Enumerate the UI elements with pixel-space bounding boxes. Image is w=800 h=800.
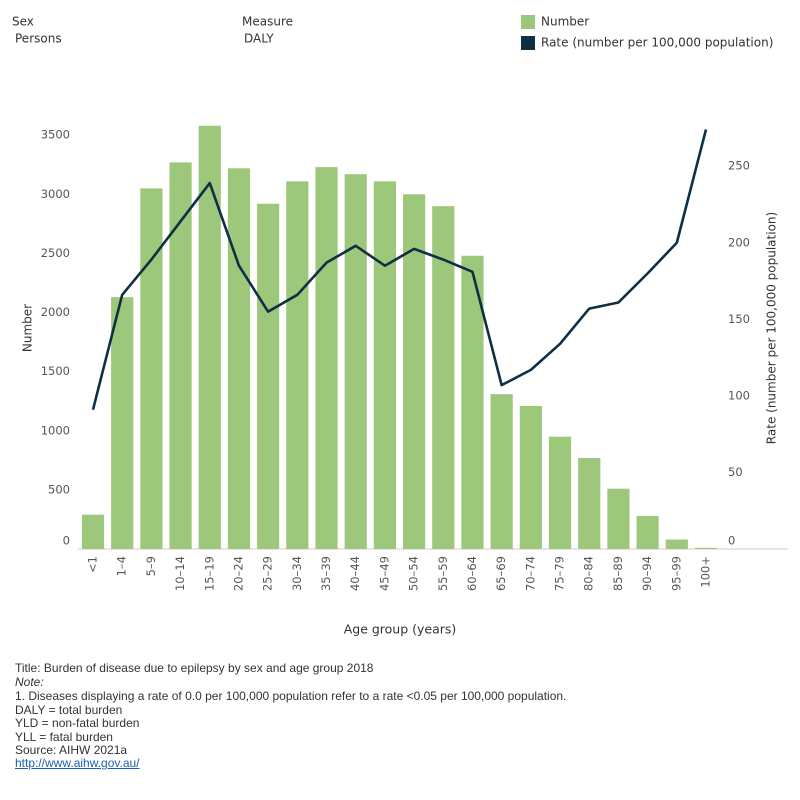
bar — [140, 188, 163, 549]
bar — [694, 547, 718, 549]
y-tick-label: 3000 — [41, 187, 70, 201]
filter-value[interactable]: Persons — [15, 32, 62, 46]
filter-value[interactable]: DALY — [244, 32, 274, 46]
x-tick-label: 20–24 — [231, 556, 245, 591]
bar — [607, 488, 630, 549]
y-tick-label: 1000 — [41, 423, 70, 437]
y-tick-label: 0 — [63, 534, 70, 548]
y2-tick-label: 200 — [728, 235, 750, 249]
x-tick-label: 45–49 — [377, 556, 391, 591]
bar — [169, 162, 192, 550]
x-tick-label: 1–4 — [115, 556, 129, 576]
filter-label: Sex — [12, 15, 34, 29]
x-tick-label: 50–54 — [407, 556, 421, 591]
legend-label: Number — [541, 15, 589, 29]
y2-tick-label: 0 — [728, 534, 735, 548]
y-axis-title: Number — [21, 304, 35, 352]
y-tick-label: 2500 — [41, 246, 70, 260]
note-heading: Note: — [15, 675, 44, 689]
bar — [198, 125, 221, 549]
y2-tick-label: 100 — [728, 388, 750, 402]
legend-swatch — [521, 15, 535, 29]
y2-tick-label: 250 — [728, 159, 750, 173]
footer-line: YLD = non-fatal burden — [15, 716, 140, 730]
y-tick-label: 2000 — [41, 305, 70, 319]
footer-line: YLL = fatal burden — [15, 729, 113, 744]
x-tick-label: 15–19 — [202, 556, 216, 591]
bar — [490, 394, 513, 549]
y2-axis-title: Rate (number per 100,000 population) — [765, 212, 779, 444]
y2-tick-label: 150 — [728, 312, 750, 326]
legend-label: Rate (number per 100,000 population) — [541, 36, 773, 50]
bar — [548, 436, 572, 549]
x-tick-label: 75–79 — [553, 556, 567, 591]
bar — [432, 206, 455, 550]
rate-line — [91, 129, 708, 410]
bar — [519, 405, 542, 549]
footer-title: Title: Burden of disease due to epilepsy… — [15, 661, 374, 675]
bar — [227, 168, 251, 549]
x-tick-label: 10–14 — [173, 556, 187, 591]
source-link[interactable]: http://www.aihw.gov.au/ — [15, 756, 140, 770]
bar — [578, 457, 601, 549]
x-tick-label: 95–99 — [669, 556, 683, 591]
y-tick-label: 1500 — [41, 364, 70, 378]
x-tick-label: 35–39 — [319, 556, 333, 591]
bar — [286, 181, 309, 549]
bar — [403, 194, 426, 550]
x-tick-label: 65–69 — [494, 556, 508, 591]
x-tick-label: 85–89 — [611, 556, 625, 591]
x-tick-label: <1 — [85, 556, 99, 573]
x-tick-label: 55–59 — [436, 556, 450, 591]
bar — [257, 203, 280, 549]
bar — [461, 255, 484, 549]
x-tick-label: 25–29 — [261, 556, 275, 591]
x-tick-label: 70–74 — [523, 556, 537, 591]
footer-line: Source: AIHW 2021a — [15, 743, 128, 757]
x-tick-label: 60–64 — [465, 556, 479, 591]
x-tick-label: 5–9 — [144, 556, 158, 576]
bar — [373, 181, 396, 549]
bar — [81, 514, 105, 549]
legend-swatch — [521, 36, 535, 50]
footer-line: 1. Diseases displaying a rate of 0.0 per… — [15, 689, 567, 703]
footer-line: DALY = total burden — [15, 702, 123, 717]
x-axis-title: Age group (years) — [344, 622, 457, 637]
y-tick-label: 500 — [48, 482, 70, 496]
x-tick-label: 40–44 — [348, 556, 362, 591]
x-tick-label: 90–94 — [640, 556, 654, 591]
x-tick-label: 100+ — [699, 556, 713, 588]
y-tick-label: 3500 — [41, 128, 70, 142]
bar — [636, 515, 659, 549]
bar — [315, 167, 338, 549]
chart: Sex Persons Measure DALY Age group (year… — [12, 15, 788, 637]
y2-tick-label: 50 — [728, 465, 743, 479]
x-tick-label: 30–34 — [290, 556, 304, 591]
bar — [665, 539, 688, 549]
x-tick-label: 80–84 — [582, 556, 596, 591]
bar — [344, 174, 367, 550]
filter-label: Measure — [242, 15, 293, 29]
bar — [111, 297, 134, 549]
